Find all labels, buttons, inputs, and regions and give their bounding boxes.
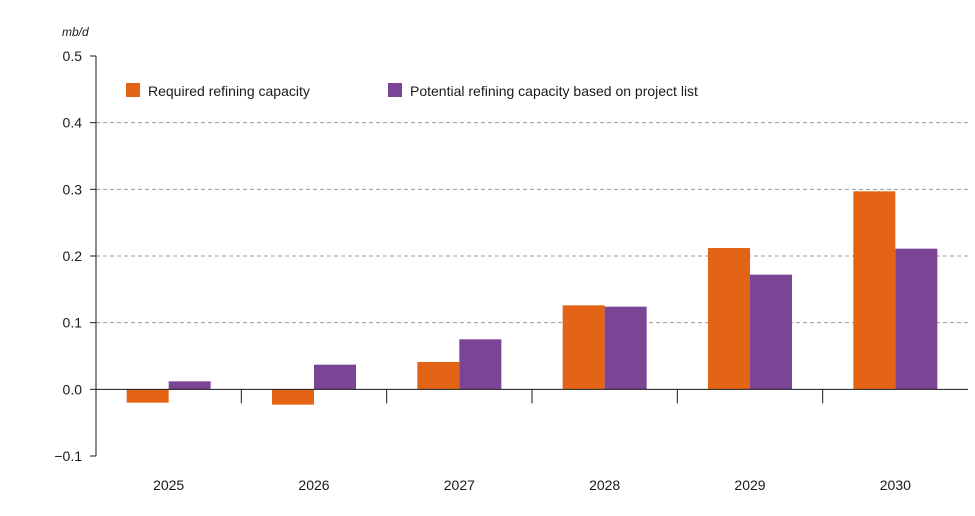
bar-potential-2027: [459, 339, 502, 390]
bar-required-2028: [562, 305, 605, 390]
legend-label-potential: Potential refining capacity based on pro…: [410, 83, 698, 99]
bar-potential-2029: [750, 274, 792, 390]
legend-label-required: Required refining capacity: [148, 83, 310, 99]
x-tick-label: 2025: [153, 477, 184, 493]
y-tick-label: 0.0: [63, 381, 83, 397]
bar-required-2027: [417, 362, 460, 390]
x-tick-label: 2028: [589, 477, 620, 493]
x-tick-label: 2029: [734, 477, 765, 493]
y-tick-label: 0.1: [63, 315, 83, 331]
y-tick-label: 0.3: [63, 181, 83, 197]
bar-potential-2030: [895, 248, 938, 390]
bar-required-2026: [272, 389, 314, 405]
y-axis-ticks: −0.1 0.0 0.1 0.2 0.3 0.4 0.5: [54, 48, 96, 464]
bars: [126, 191, 938, 405]
legend: Required refining capacity Potential ref…: [126, 83, 698, 99]
x-axis: 2025 2026 2027 2028 2029 2030: [95, 56, 968, 493]
bar-potential-2026: [314, 364, 356, 390]
legend-swatch-required: [126, 83, 140, 97]
legend-swatch-potential: [388, 83, 402, 97]
bar-required-2025: [126, 389, 169, 403]
bar-required-2030: [853, 191, 896, 390]
y-tick-label: 0.5: [63, 48, 83, 64]
x-tick-label: 2027: [444, 477, 475, 493]
x-tick-label: 2030: [880, 477, 911, 493]
bar-required-2029: [708, 248, 750, 390]
y-tick-label: −0.1: [54, 448, 82, 464]
y-unit-label: mb/d: [62, 25, 89, 39]
y-tick-label: 0.4: [63, 115, 83, 131]
bar-potential-2025: [168, 381, 211, 390]
bar-potential-2028: [604, 306, 647, 390]
x-tick-label: 2026: [298, 477, 329, 493]
gridlines: [96, 122, 968, 324]
y-tick-label: 0.2: [63, 248, 83, 264]
